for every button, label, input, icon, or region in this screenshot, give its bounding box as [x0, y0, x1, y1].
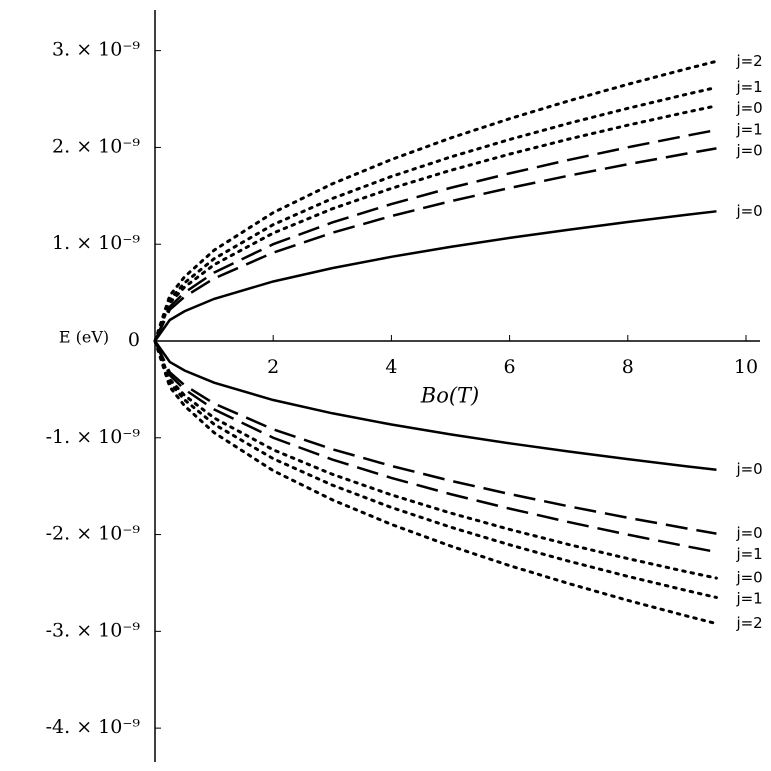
x-tick-label: 2 — [267, 356, 279, 378]
series-label: j=2 — [735, 52, 762, 70]
line-series — [153, 147, 717, 342]
y-tick-label: -2. × 10⁻⁹ — [46, 523, 141, 545]
line-series — [153, 339, 718, 580]
y-tick-label: 3. × 10⁻⁹ — [52, 39, 140, 61]
x-tick-label: 6 — [504, 356, 516, 378]
line-series — [153, 339, 718, 599]
series-label: j=0 — [735, 460, 762, 478]
line-series — [153, 340, 717, 554]
line-series — [153, 59, 718, 343]
x-axis-label: Bo(T) — [420, 384, 479, 408]
x-tick-label: 10 — [734, 356, 758, 378]
x-tick-label: 8 — [622, 356, 634, 378]
line-series — [153, 340, 717, 471]
series-label: j=1 — [735, 78, 762, 96]
y-tick-label: -3. × 10⁻⁹ — [46, 619, 141, 641]
y-tick-label: 2. × 10⁻⁹ — [52, 135, 140, 157]
y-tick-label: 0 — [128, 329, 140, 351]
series-label: j=1 — [735, 590, 762, 608]
series-label: j=1 — [735, 545, 762, 563]
y-tick-label: -4. × 10⁻⁹ — [46, 716, 141, 738]
line-series — [153, 85, 718, 343]
y-axis-label: E (eV) — [59, 328, 109, 347]
series-label: j=0 — [735, 202, 762, 220]
line-series — [153, 210, 717, 342]
line-series — [153, 104, 718, 343]
series-label: j=0 — [735, 569, 762, 587]
line-series — [153, 128, 717, 342]
y-tick-label: 1. × 10⁻⁹ — [52, 232, 140, 254]
series-label: j=0 — [735, 524, 762, 542]
series-label: j=0 — [735, 142, 762, 160]
series-label: j=0 — [735, 99, 762, 117]
x-tick-label: 4 — [385, 356, 397, 378]
series-label: j=1 — [735, 121, 762, 139]
series-label: j=2 — [735, 614, 762, 632]
line-series — [153, 339, 718, 626]
y-tick-label: -1. × 10⁻⁹ — [46, 426, 141, 448]
